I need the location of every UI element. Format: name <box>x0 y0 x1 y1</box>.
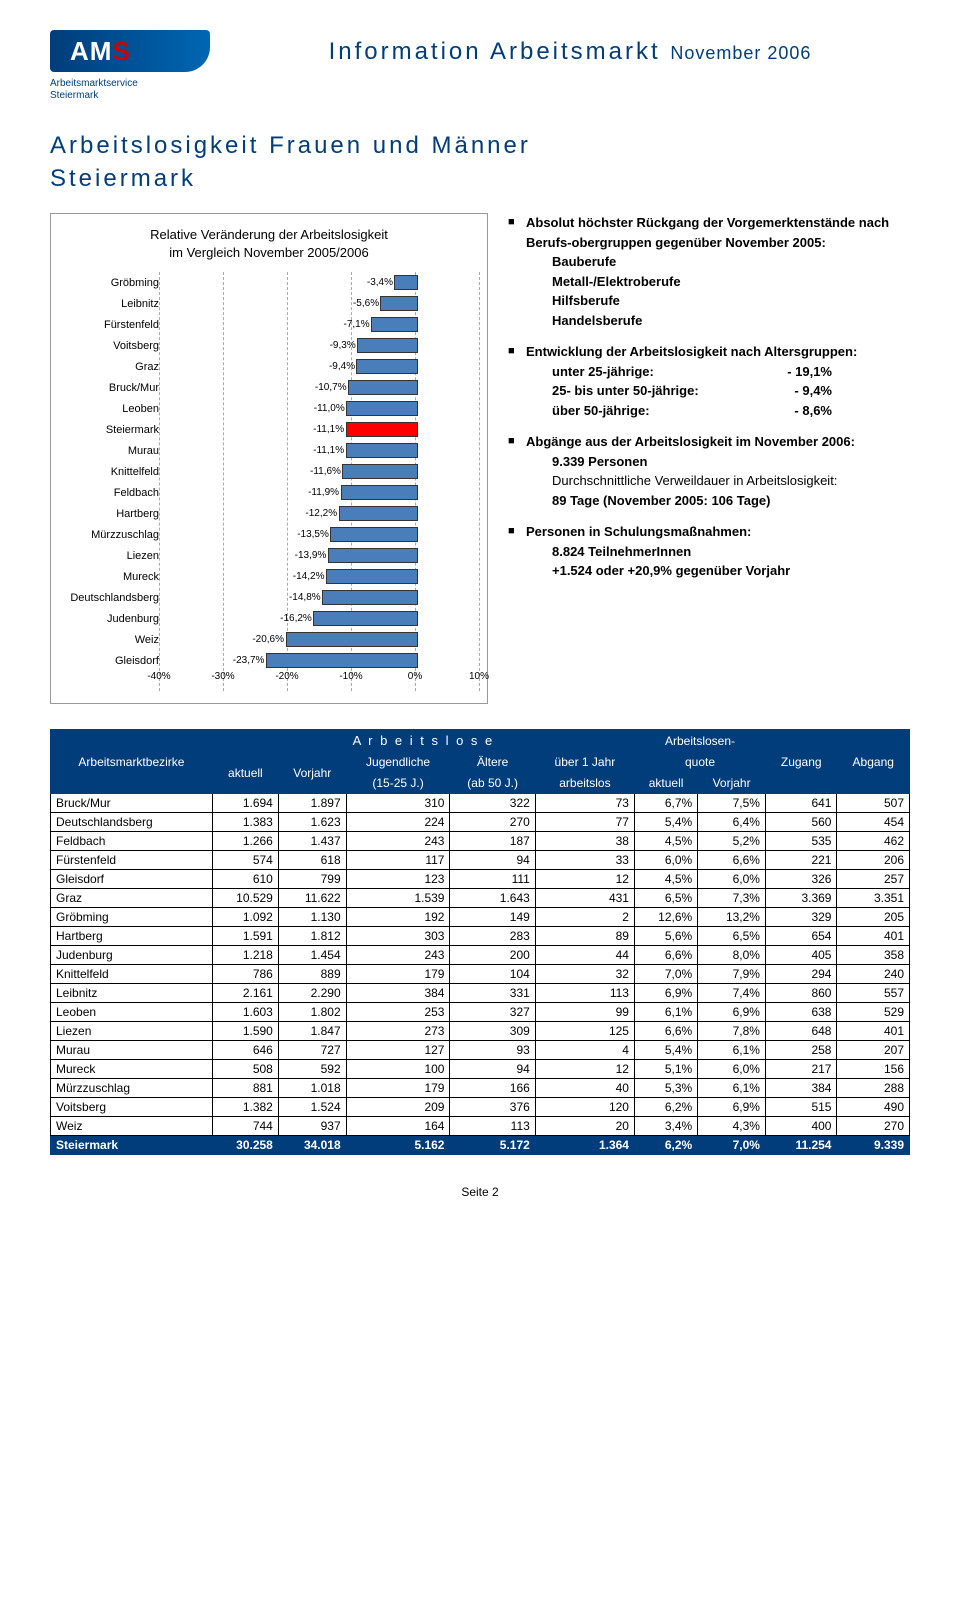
th-quote-group: Arbeitslosen- <box>634 730 765 752</box>
chart-bar-row: Hartberg -12,2% <box>59 503 479 524</box>
table-row: Bruck/Mur1.6941.897310322736,7%7,5%64150… <box>51 794 910 813</box>
th-uber: über 1 Jahr <box>535 752 634 773</box>
page-footer: Seite 2 <box>50 1185 910 1199</box>
chart-bar-row: Judenburg -16,2% <box>59 608 479 629</box>
table-row: Murau6467271279345,4%6,1%258207 <box>51 1041 910 1060</box>
section-title-1: Arbeitslosigkeit Frauen und Männer <box>50 132 910 160</box>
bullet-4: Personen in Schulungsmaßnahmen: 8.824 Te… <box>508 522 910 581</box>
chart-bar-row: Leoben -11,0% <box>59 398 479 419</box>
bullet-2: Entwicklung der Arbeitslosigkeit nach Al… <box>508 342 910 420</box>
chart-bar-row: Gröbming -3,4% <box>59 272 479 293</box>
th-jugend: Jugendliche <box>346 752 450 773</box>
table-row: Fürstenfeld57461811794336,0%6,6%221206 <box>51 851 910 870</box>
section-title-2: Steiermark <box>50 165 910 193</box>
logo-text-s: S <box>112 36 130 66</box>
th-vorjahr: Vorjahr <box>278 752 346 794</box>
table-row: Leoben1.6031.802253327996,1%6,9%638529 <box>51 1003 910 1022</box>
chart-bar-row: Liezen -13,9% <box>59 545 479 566</box>
logo-subtitle: Arbeitsmarktservice Steiermark <box>50 78 210 102</box>
data-table: Arbeitsmarktbezirke A r b e i t s l o s … <box>50 729 910 1155</box>
th-zugang: Zugang <box>765 730 837 794</box>
table-row: Graz10.52911.6221.5391.6434316,5%7,3%3.3… <box>51 889 910 908</box>
bullet-1: Absolut höchster Rückgang der Vorgemerkt… <box>508 213 910 330</box>
th-region: Arbeitsmarktbezirke <box>51 730 213 794</box>
table-row: Mureck50859210094125,1%6,0%217156 <box>51 1060 910 1079</box>
th-arbeitslose: A r b e i t s l o s e <box>212 730 634 752</box>
logo-text-am: AM <box>70 36 112 66</box>
chart-bar-row: Graz -9,4% <box>59 356 479 377</box>
chart-bar-row: Gleisdorf -23,7% <box>59 650 479 671</box>
chart-bar-row: Mureck -14,2% <box>59 566 479 587</box>
table-row: Gleisdorf610799123111124,5%6,0%326257 <box>51 870 910 889</box>
bar-chart: Relative Veränderung der Arbeitslosigkei… <box>50 213 488 704</box>
th-abgang: Abgang <box>837 730 910 794</box>
chart-title: Relative Veränderung der Arbeitslosigkei… <box>59 226 479 262</box>
table-total-row: Steiermark30.25834.0185.1625.1721.3646,2… <box>51 1136 910 1155</box>
chart-bar-row: Bruck/Mur -10,7% <box>59 377 479 398</box>
table-row: Hartberg1.5911.812303283895,6%6,5%654401 <box>51 927 910 946</box>
table-row: Leibnitz2.1612.2903843311136,9%7,4%86055… <box>51 984 910 1003</box>
info-bullets: Absolut höchster Rückgang der Vorgemerkt… <box>508 213 910 704</box>
chart-bar-row: Leibnitz -5,6% <box>59 293 479 314</box>
logo: AMS Arbeitsmarktservice Steiermark <box>50 30 210 102</box>
chart-bar-row: Fürstenfeld -7,1% <box>59 314 479 335</box>
header: AMS Arbeitsmarktservice Steiermark Infor… <box>50 30 910 102</box>
bullet-3: Abgänge aus der Arbeitslosigkeit im Nove… <box>508 432 910 510</box>
table-row: Knittelfeld786889179104327,0%7,9%294240 <box>51 965 910 984</box>
chart-bar-row: Mürzzuschlag -13,5% <box>59 524 479 545</box>
chart-bar-row: Voitsberg -9,3% <box>59 335 479 356</box>
chart-bar-row: Feldbach -11,9% <box>59 482 479 503</box>
chart-bar-row: Weiz -20,6% <box>59 629 479 650</box>
table-row: Liezen1.5901.8472733091256,6%7,8%648401 <box>51 1022 910 1041</box>
th-alt: Ältere <box>450 752 535 773</box>
table-row: Judenburg1.2181.454243200446,6%8,0%40535… <box>51 946 910 965</box>
chart-bar-row: Knittelfeld -11,6% <box>59 461 479 482</box>
table-row: Weiz744937164113203,4%4,3%400270 <box>51 1117 910 1136</box>
chart-bar-row: Murau -11,1% <box>59 440 479 461</box>
chart-bar-row: Steiermark -11,1% <box>59 419 479 440</box>
table-row: Gröbming1.0921.130192149212,6%13,2%32920… <box>51 908 910 927</box>
chart-bar-row: Deutschlandsberg -14,8% <box>59 587 479 608</box>
table-row: Deutschlandsberg1.3831.623224270775,4%6,… <box>51 813 910 832</box>
table-row: Voitsberg1.3821.5242093761206,2%6,9%5154… <box>51 1098 910 1117</box>
document-title: Information Arbeitsmarkt November 2006 <box>230 38 910 66</box>
table-row: Feldbach1.2661.437243187384,5%5,2%535462 <box>51 832 910 851</box>
th-aktuell: aktuell <box>212 752 278 794</box>
table-row: Mürzzuschlag8811.018179166405,3%6,1%3842… <box>51 1079 910 1098</box>
th-quote: quote <box>634 752 765 773</box>
